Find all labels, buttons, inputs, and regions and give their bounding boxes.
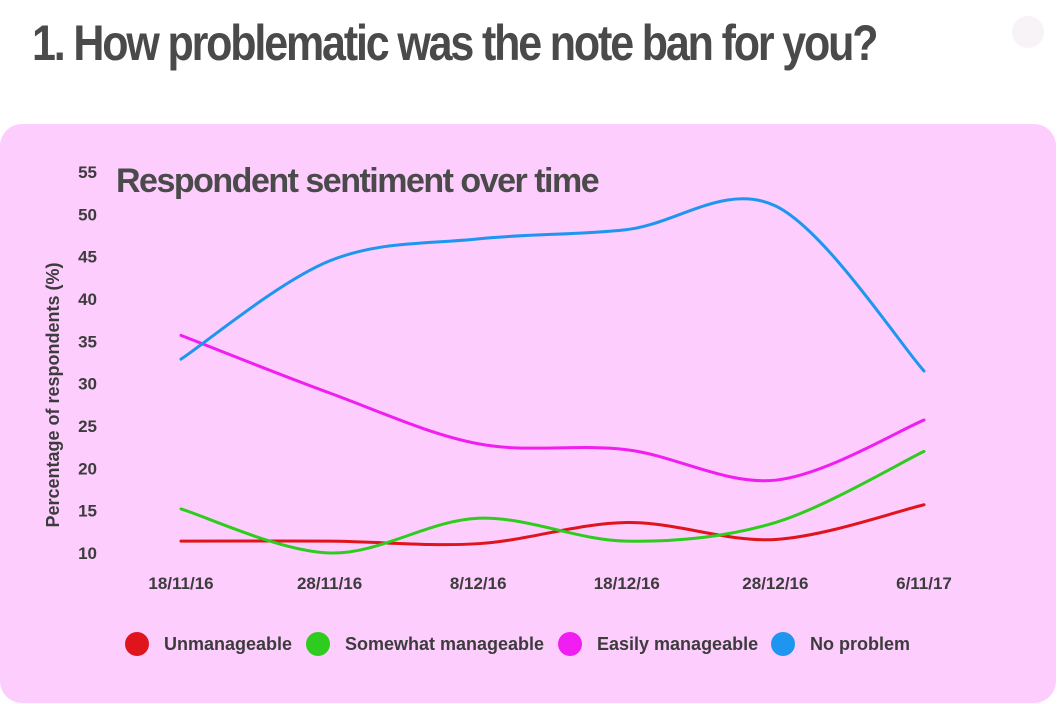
x-axis-ticks: 18/11/16 28/11/16 8/12/16 18/12/16 28/12/16 6…	[148, 574, 952, 593]
series-line-somewhat-manageable	[179, 449, 926, 555]
y-axis-title: Percentage of respondents (%)	[43, 262, 63, 527]
y-tick-label: 30	[78, 375, 97, 394]
legend-swatch	[306, 632, 330, 656]
y-axis-ticks: 10 15 20 25 30 35 40 45 50 55	[78, 163, 97, 563]
legend-item-unmanageable: Unmanageable	[125, 632, 292, 656]
legend-swatch	[558, 632, 582, 656]
x-tick-label: 6/11/17	[896, 574, 952, 593]
y-tick-label: 45	[78, 248, 97, 267]
corner-dot	[1012, 16, 1044, 48]
y-tick-label: 35	[78, 332, 97, 351]
legend-label: Somewhat manageable	[345, 634, 544, 654]
y-tick-label: 40	[78, 290, 97, 309]
legend-item-no-problem: No problem	[771, 632, 910, 656]
chart-card: Respondent sentiment over time Percentag…	[0, 124, 1056, 703]
legend-item-somewhat-manageable: Somewhat manageable	[306, 632, 544, 656]
line-chart: Respondent sentiment over time Percentag…	[43, 162, 952, 656]
legend: Unmanageable Somewhat manageable Easily ma…	[125, 632, 910, 656]
y-tick-label: 55	[78, 163, 97, 182]
x-tick-label: 28/11/16	[297, 574, 362, 593]
legend-label: Unmanageable	[164, 634, 292, 654]
chart-title: Respondent sentiment over time	[116, 162, 599, 200]
page-title: 1. How problematic was the note ban for …	[32, 15, 878, 71]
y-tick-label: 20	[78, 459, 97, 478]
x-tick-label: 18/12/16	[594, 574, 660, 593]
series-line-unmanageable	[179, 503, 926, 547]
legend-swatch	[125, 632, 149, 656]
legend-label: No problem	[810, 634, 910, 654]
series-line-easily-manageable	[179, 333, 926, 483]
y-tick-label: 25	[78, 417, 97, 436]
y-tick-label: 50	[78, 205, 97, 224]
series-line-no-problem	[179, 197, 926, 373]
series-lines	[179, 197, 926, 555]
y-tick-label: 10	[78, 544, 97, 563]
x-tick-label: 28/12/16	[742, 574, 808, 593]
x-tick-label: 18/11/16	[148, 574, 213, 593]
x-tick-label: 8/12/16	[450, 574, 507, 593]
legend-item-easily-manageable: Easily manageable	[558, 632, 758, 656]
y-tick-label: 15	[78, 502, 97, 521]
legend-swatch	[771, 632, 795, 656]
legend-label: Easily manageable	[597, 634, 758, 654]
